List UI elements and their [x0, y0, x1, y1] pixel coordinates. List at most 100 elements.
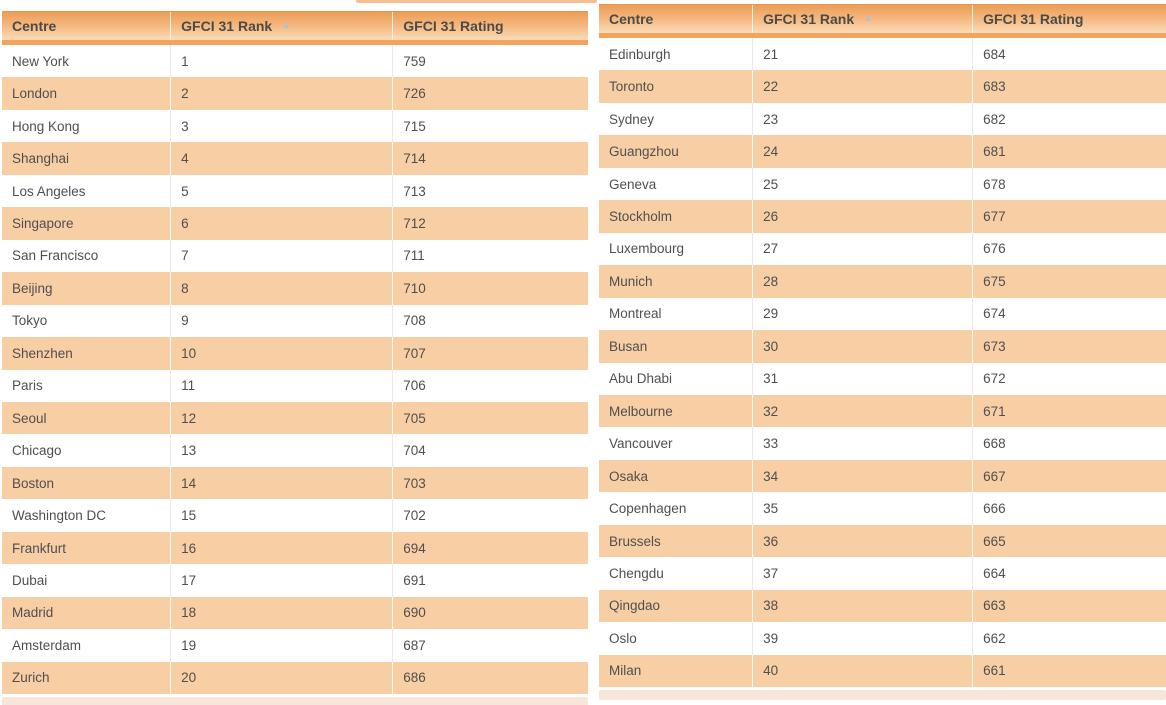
- column-header-centre[interactable]: Centre: [599, 5, 752, 33]
- centre-cell: Madrid: [12, 605, 54, 621]
- rating-cell: 662: [972, 622, 1166, 655]
- centre-cell: Qingdao: [609, 598, 661, 614]
- rating-cell: 714: [392, 142, 588, 175]
- rank-cell: 31: [752, 362, 972, 395]
- header-accent-bar: [2, 40, 588, 45]
- rank-cell: 37: [752, 557, 972, 590]
- centre-cell: Zurich: [12, 670, 50, 686]
- centre-cell: San Francisco: [12, 248, 99, 264]
- centre-cell: Chicago: [12, 443, 62, 459]
- table-row: Madrid 18 690: [2, 596, 588, 630]
- table-row: Guangzhou 24 681: [599, 135, 1166, 168]
- centre-cell: Washington DC: [12, 508, 107, 524]
- centre-cell: Munich: [609, 273, 653, 289]
- rating-cell: 711: [392, 239, 588, 273]
- centre-cell: Geneva: [609, 176, 657, 192]
- rank-cell: 2: [170, 77, 392, 110]
- column-header-rank[interactable]: GFCI 31 Rank ▲: [170, 12, 392, 40]
- rating-cell: 683: [972, 70, 1166, 103]
- rank-cell: 26: [752, 200, 972, 233]
- rating-cell: 687: [392, 629, 588, 662]
- rank-cell: 22: [752, 70, 972, 103]
- rating-cell: 694: [392, 531, 588, 565]
- rank-cell: 13: [170, 434, 392, 467]
- centre-cell: Los Angeles: [12, 183, 86, 199]
- table-row: Busan 30 673: [599, 330, 1166, 363]
- table-header-row: Centre GFCI 31 Rank ▲ GFCI 31 Rating: [2, 11, 588, 40]
- rank-cell: 24: [752, 135, 972, 168]
- rating-cell: 681: [972, 135, 1166, 168]
- gfci-table-ranks-1-20: Centre GFCI 31 Rank ▲ GFCI 31 Rating New…: [2, 11, 588, 705]
- rank-cell: 3: [170, 109, 392, 143]
- table-row: Dubai 17 691: [2, 564, 588, 597]
- centre-cell: Frankfurt: [12, 540, 67, 556]
- column-header-rank[interactable]: GFCI 31 Rank ▲: [752, 5, 972, 33]
- centre-cell: Osaka: [609, 468, 649, 484]
- table-row: Melbourne 32 671: [599, 394, 1166, 428]
- centre-cell: Brussels: [609, 533, 661, 549]
- rank-cell: 23: [752, 102, 972, 136]
- table-row: Washington DC 15 702: [2, 499, 588, 532]
- column-header-centre[interactable]: Centre: [2, 12, 170, 40]
- rank-cell: 10: [170, 337, 392, 370]
- rank-cell: 12: [170, 401, 392, 435]
- gfci-table-ranks-21-40: Centre GFCI 31 Rank ▲ GFCI 31 Rating Edi…: [599, 4, 1166, 700]
- rating-cell: 676: [972, 232, 1166, 266]
- centre-cell: Stockholm: [609, 208, 673, 224]
- rank-cell: 32: [752, 394, 972, 428]
- table-row: Frankfurt 16 694: [2, 531, 588, 565]
- rating-cell: 674: [972, 297, 1166, 331]
- header-accent-bar: [599, 33, 1166, 38]
- centre-cell: Boston: [12, 475, 55, 491]
- rating-cell: 705: [392, 401, 588, 435]
- centre-cell: Montreal: [609, 306, 662, 322]
- table-row: Sydney 23 682: [599, 102, 1166, 136]
- column-header-rating[interactable]: GFCI 31 Rating: [392, 12, 588, 40]
- centre-cell: Tokyo: [12, 313, 48, 329]
- table-row: Luxembourg 27 676: [599, 232, 1166, 266]
- table-footer-strip: [2, 697, 588, 705]
- rating-cell: 713: [392, 174, 588, 208]
- rank-cell: 21: [752, 38, 972, 71]
- table-row: Vancouver 33 668: [599, 427, 1166, 460]
- rank-cell: 17: [170, 564, 392, 597]
- centre-cell: London: [12, 86, 58, 102]
- column-header-rating[interactable]: GFCI 31 Rating: [972, 5, 1166, 33]
- table-row: Paris 11 706: [2, 369, 588, 402]
- centre-cell: Shanghai: [12, 151, 70, 167]
- rating-cell: 682: [972, 102, 1166, 136]
- centre-cell: New York: [12, 53, 70, 69]
- table-body: Edinburgh 21 684 Toronto 22 683 Sydney 23 682 Gua…: [599, 38, 1166, 688]
- rank-cell: 27: [752, 232, 972, 266]
- rank-cell: 6: [170, 207, 392, 240]
- table-row: Edinburgh 21 684: [599, 38, 1166, 71]
- centre-cell: Shenzhen: [12, 345, 73, 361]
- rating-cell: 671: [972, 394, 1166, 428]
- rating-cell: 666: [972, 492, 1166, 525]
- column-header-rating-label: GFCI 31 Rating: [403, 18, 504, 34]
- rating-cell: 686: [392, 661, 588, 695]
- rating-cell: 677: [972, 200, 1166, 233]
- rating-cell: 672: [972, 362, 1166, 395]
- rating-cell: 702: [392, 499, 588, 532]
- table-row: Shenzhen 10 707: [2, 337, 588, 370]
- rank-cell: 40: [752, 654, 972, 688]
- sort-ascending-icon: ▲: [281, 20, 292, 31]
- rank-cell: 16: [170, 531, 392, 565]
- column-header-centre-label: Centre: [609, 11, 654, 27]
- centre-cell: Oslo: [609, 630, 637, 646]
- centre-cell: Melbourne: [609, 403, 673, 419]
- table-row: Geneva 25 678: [599, 167, 1166, 201]
- table-body: New York 1 759 London 2 726 Hong Kong 3 715 Shang…: [2, 45, 588, 695]
- table-row: Munich 28 675: [599, 265, 1166, 298]
- centre-cell: Sydney: [609, 111, 655, 127]
- table-row: Shanghai 4 714: [2, 142, 588, 175]
- rating-cell: 675: [972, 265, 1166, 298]
- centre-cell: Paris: [12, 378, 43, 394]
- table-row: Milan 40 661: [599, 654, 1166, 688]
- table-row: Stockholm 26 677: [599, 200, 1166, 233]
- table-row: Brussels 36 665: [599, 524, 1166, 558]
- rating-cell: 663: [972, 589, 1166, 623]
- rating-cell: 712: [392, 207, 588, 240]
